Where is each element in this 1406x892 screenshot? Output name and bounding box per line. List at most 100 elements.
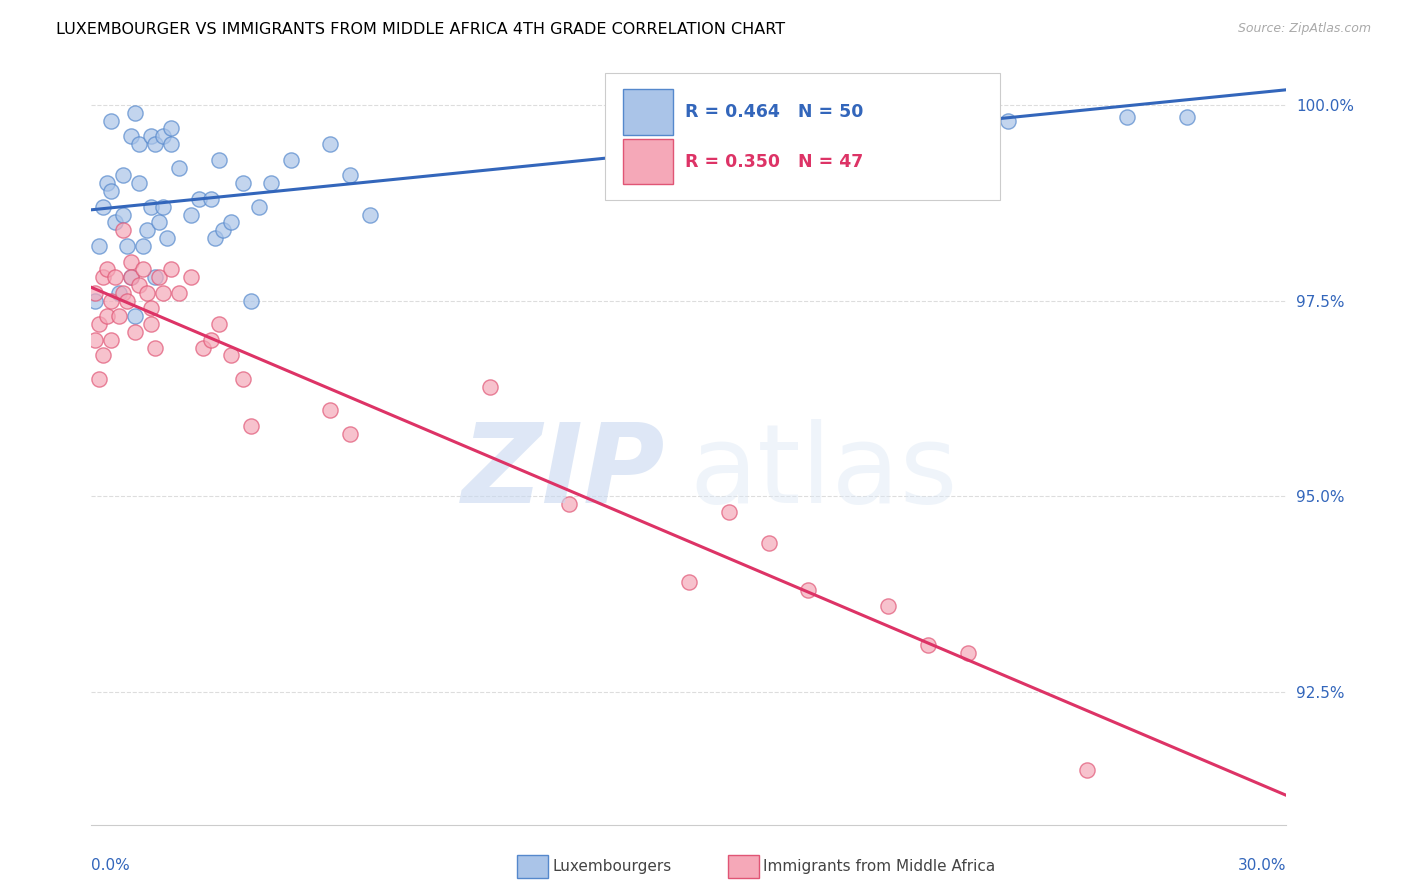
Point <box>917 638 939 652</box>
Point <box>132 239 155 253</box>
Point <box>232 372 254 386</box>
Point <box>232 176 254 190</box>
Point <box>93 348 115 362</box>
Point <box>558 497 581 511</box>
Point <box>180 270 202 285</box>
Point <box>717 505 740 519</box>
Point <box>141 317 162 331</box>
Point <box>339 169 361 183</box>
Point <box>148 270 170 285</box>
Point <box>93 200 115 214</box>
Point <box>191 341 214 355</box>
Point <box>96 176 118 190</box>
Point <box>1076 764 1098 778</box>
Point <box>160 137 183 152</box>
FancyBboxPatch shape <box>605 73 1000 200</box>
Point <box>112 169 135 183</box>
Point <box>100 293 122 308</box>
Point <box>638 105 661 120</box>
Point <box>160 262 183 277</box>
Point <box>120 254 142 268</box>
Point <box>956 646 979 660</box>
Point <box>239 418 262 433</box>
Point <box>219 215 242 229</box>
Point <box>143 341 166 355</box>
Point <box>280 153 302 167</box>
Point <box>678 575 700 590</box>
Text: R = 0.350   N = 47: R = 0.350 N = 47 <box>685 153 863 170</box>
FancyBboxPatch shape <box>623 89 673 135</box>
Point <box>152 200 174 214</box>
Point <box>141 301 162 316</box>
Text: 30.0%: 30.0% <box>1239 858 1286 873</box>
Point <box>997 113 1019 128</box>
Point <box>96 310 118 324</box>
Point <box>132 262 155 277</box>
Point <box>180 208 202 222</box>
Point <box>100 113 122 128</box>
Point <box>124 105 146 120</box>
Point <box>120 129 142 144</box>
Point <box>797 583 820 598</box>
Point <box>208 317 231 331</box>
Point <box>143 137 166 152</box>
FancyBboxPatch shape <box>623 138 673 184</box>
Point <box>478 380 501 394</box>
Text: R = 0.464   N = 50: R = 0.464 N = 50 <box>685 103 863 121</box>
Point <box>211 223 233 237</box>
Point <box>1116 110 1139 124</box>
Text: 0.0%: 0.0% <box>91 858 131 873</box>
Text: Immigrants from Middle Africa: Immigrants from Middle Africa <box>763 859 995 873</box>
Point <box>188 192 211 206</box>
Point <box>84 285 107 300</box>
Text: LUXEMBOURGER VS IMMIGRANTS FROM MIDDLE AFRICA 4TH GRADE CORRELATION CHART: LUXEMBOURGER VS IMMIGRANTS FROM MIDDLE A… <box>56 22 786 37</box>
Point <box>120 270 142 285</box>
Point <box>104 215 127 229</box>
Point <box>124 310 146 324</box>
Point <box>247 200 270 214</box>
Point <box>219 348 242 362</box>
Point <box>200 333 222 347</box>
Point <box>120 270 142 285</box>
Point <box>204 231 226 245</box>
Point <box>108 285 131 300</box>
Point <box>124 325 146 339</box>
Point <box>104 270 127 285</box>
Point <box>89 239 111 253</box>
Text: ZIP: ZIP <box>461 418 665 525</box>
Point <box>89 372 111 386</box>
Point <box>84 333 107 347</box>
Point <box>359 208 381 222</box>
Point <box>96 262 118 277</box>
Point <box>152 285 174 300</box>
Point <box>208 153 231 167</box>
Point <box>108 310 131 324</box>
Point <box>259 176 281 190</box>
Point <box>141 129 162 144</box>
Point <box>148 215 170 229</box>
Point <box>160 121 183 136</box>
Point <box>136 223 159 237</box>
Point <box>1175 110 1198 124</box>
Point <box>112 285 135 300</box>
Text: Source: ZipAtlas.com: Source: ZipAtlas.com <box>1237 22 1371 36</box>
Point <box>128 277 150 292</box>
Point <box>877 599 900 613</box>
Point <box>239 293 262 308</box>
Point <box>200 192 222 206</box>
Text: Luxembourgers: Luxembourgers <box>553 859 672 873</box>
Point <box>115 293 138 308</box>
Point <box>697 121 720 136</box>
Point <box>319 137 342 152</box>
Point <box>93 270 115 285</box>
Point <box>319 403 342 417</box>
Point <box>112 208 135 222</box>
Point <box>100 184 122 198</box>
Point <box>156 231 179 245</box>
Point <box>167 285 190 300</box>
Point <box>128 176 150 190</box>
Point <box>143 270 166 285</box>
Point <box>758 536 780 550</box>
Point <box>128 137 150 152</box>
Point <box>152 129 174 144</box>
